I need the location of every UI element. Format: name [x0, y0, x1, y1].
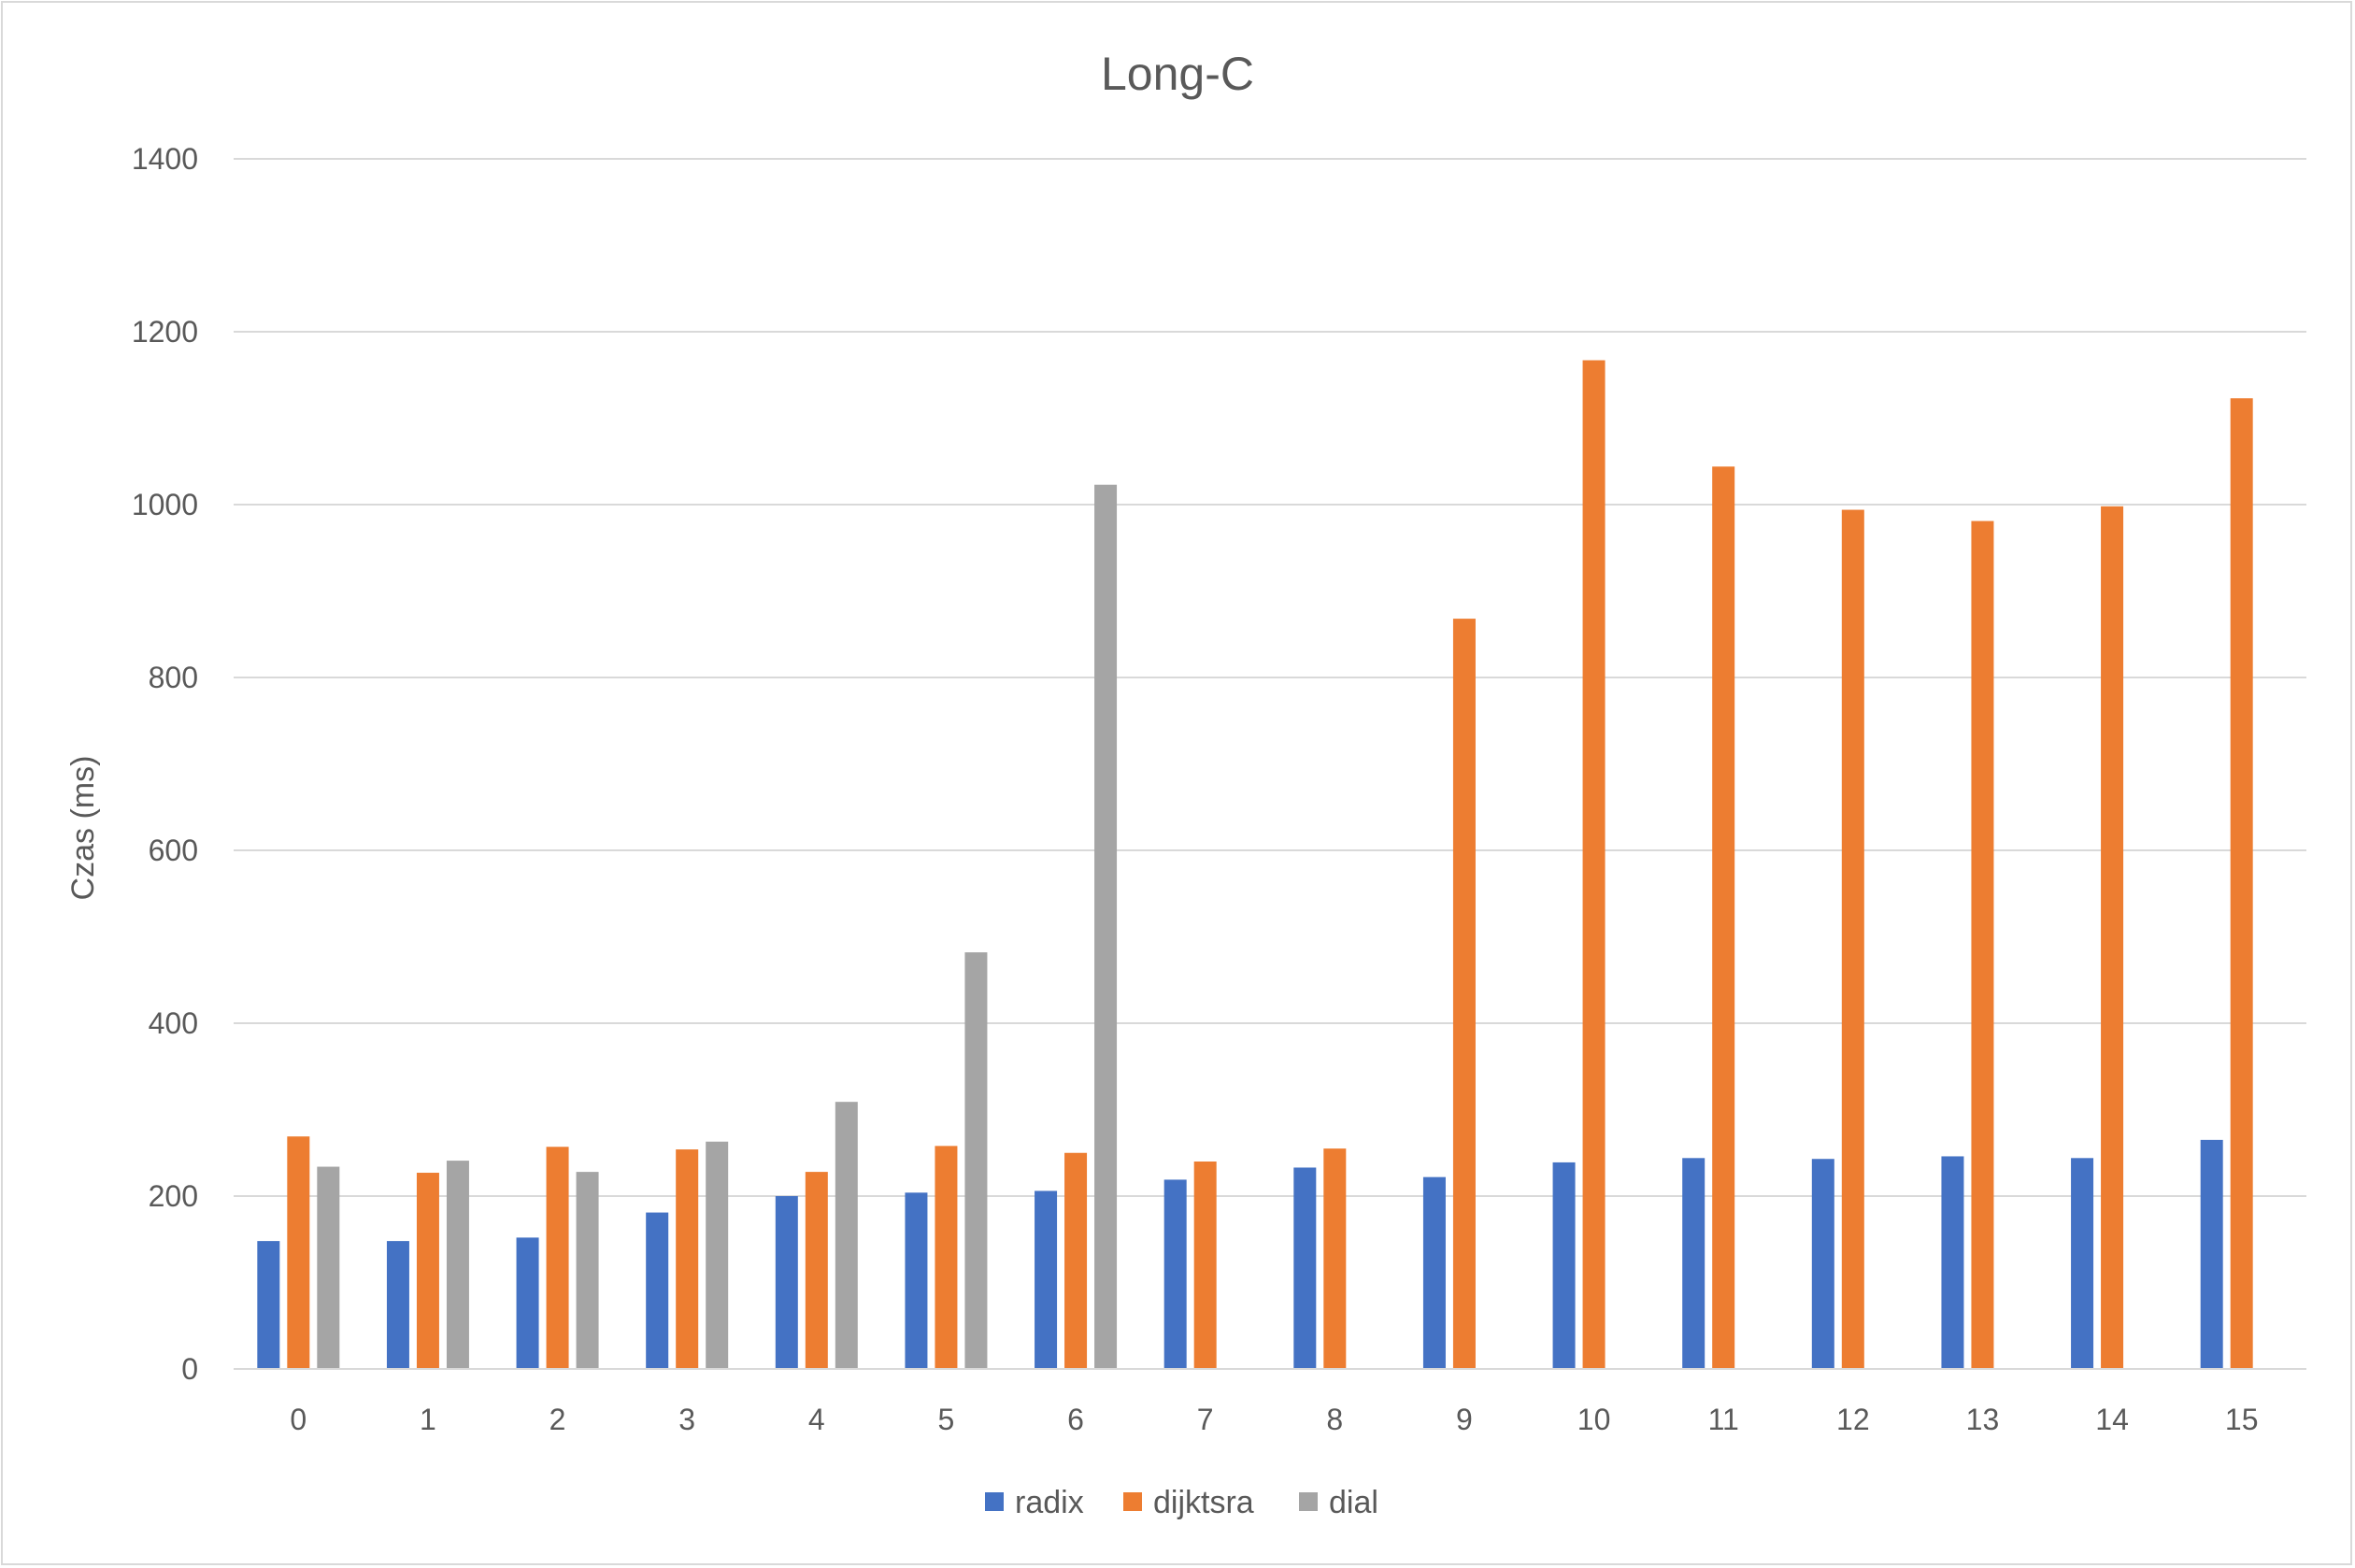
x-tick-label: 11: [1708, 1403, 1739, 1436]
legend-label-dial: dial: [1329, 1485, 1378, 1520]
bar-dial-4: [835, 1102, 858, 1369]
bar-dijktsra-3: [676, 1149, 699, 1369]
bar-dijktsra-4: [805, 1172, 828, 1369]
bar-dijktsra-9: [1452, 619, 1476, 1369]
bar-radix-4: [775, 1196, 798, 1369]
bar-radix-15: [2200, 1139, 2223, 1369]
x-tick-label: 8: [1326, 1403, 1343, 1436]
x-tick-label: 4: [808, 1403, 825, 1436]
bar-radix-1: [386, 1241, 409, 1369]
y-tick-label: 1200: [132, 315, 198, 349]
y-tick-label: 200: [149, 1179, 198, 1213]
legend: radix dijktsra dial: [985, 1485, 1378, 1520]
bar-dijktsra-11: [1712, 466, 1735, 1369]
gridlines: [234, 158, 2306, 1197]
bar-dijktsra-0: [287, 1136, 310, 1369]
x-tick-label: 5: [938, 1403, 955, 1436]
bar-radix-12: [1811, 1159, 1834, 1369]
y-tick-label: 800: [149, 661, 198, 694]
bar-dial-5: [964, 952, 988, 1369]
y-tick-label: 600: [149, 834, 198, 867]
bar-dijktsra-15: [2230, 398, 2253, 1370]
x-tick-label: 1: [420, 1403, 436, 1436]
legend-label-dijktsra: dijktsra: [1153, 1485, 1254, 1520]
x-tick-label: 15: [2225, 1403, 2259, 1436]
x-tick-label: 9: [1456, 1403, 1473, 1436]
bar-dijktsra-8: [1323, 1148, 1347, 1369]
bar-radix-14: [2071, 1158, 2094, 1369]
bar-radix-2: [516, 1237, 539, 1369]
bar-radix-6: [1035, 1190, 1058, 1369]
legend-label-radix: radix: [1015, 1485, 1084, 1520]
bar-dijktsra-7: [1193, 1162, 1217, 1369]
bar-dijktsra-10: [1582, 360, 1606, 1369]
y-tick-label: 400: [149, 1006, 198, 1040]
x-tick-label: 0: [290, 1403, 307, 1436]
bar-dijktsra-2: [546, 1147, 569, 1369]
bars: [257, 360, 2253, 1370]
bar-dial-2: [576, 1172, 599, 1369]
x-tick-label: 2: [550, 1403, 566, 1436]
legend-swatch-dijktsra: [1123, 1492, 1142, 1511]
y-tick-label: 1400: [132, 142, 198, 176]
bar-dijktsra-12: [1841, 509, 1864, 1369]
chart-title: Long-C: [1101, 48, 1254, 100]
bar-radix-0: [257, 1241, 280, 1369]
x-tick-label: 6: [1067, 1403, 1084, 1436]
bar-dial-6: [1094, 484, 1118, 1369]
x-tick-label: 3: [678, 1403, 695, 1436]
bar-radix-7: [1163, 1179, 1187, 1369]
x-tick-label: 7: [1197, 1403, 1214, 1436]
y-tick-label: 1000: [132, 488, 198, 521]
bar-dijktsra-6: [1064, 1152, 1088, 1369]
bar-radix-3: [646, 1212, 669, 1369]
x-tick-label: 14: [2095, 1403, 2129, 1436]
bar-dial-3: [706, 1141, 729, 1369]
x-tick-label: 13: [1966, 1403, 2000, 1436]
x-tick-label: 12: [1836, 1403, 1870, 1436]
y-axis-title: Czas (ms): [65, 756, 101, 901]
bar-dial-0: [317, 1166, 340, 1369]
bar-radix-10: [1552, 1162, 1576, 1369]
bar-radix-9: [1422, 1176, 1446, 1369]
bar-dijktsra-14: [2101, 506, 2124, 1369]
x-axis-tick-labels: 0 1 2 3 4 5 6 7 8 9 10 11 12 13 14 15: [290, 1403, 2258, 1436]
bar-dijktsra-13: [1971, 520, 1994, 1369]
bar-radix-13: [1941, 1156, 1964, 1369]
bar-dijktsra-1: [416, 1173, 439, 1369]
bar-dial-1: [446, 1161, 469, 1369]
legend-swatch-radix: [985, 1492, 1004, 1511]
bar-dijktsra-5: [935, 1146, 958, 1369]
bar-radix-8: [1293, 1167, 1317, 1369]
bar-radix-5: [905, 1192, 928, 1369]
bar-radix-11: [1682, 1158, 1706, 1369]
legend-swatch-dial: [1299, 1492, 1318, 1511]
y-tick-label: 0: [181, 1352, 198, 1386]
y-axis-tick-labels: 0 200 400 600 800 1000 1200 1400: [132, 142, 198, 1386]
x-tick-label: 10: [1577, 1403, 1611, 1436]
